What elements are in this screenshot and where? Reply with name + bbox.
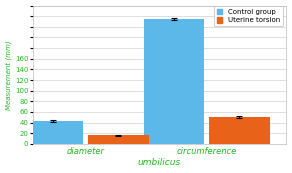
Bar [144,19,204,144]
Y-axis label: Measurement (mm): Measurement (mm) [6,40,12,110]
Bar [88,135,149,144]
X-axis label: umbilicus: umbilicus [138,158,181,167]
Bar [23,121,84,144]
Bar [209,117,270,144]
Legend: Control group, Uterine torsion: Control group, Uterine torsion [214,6,283,26]
